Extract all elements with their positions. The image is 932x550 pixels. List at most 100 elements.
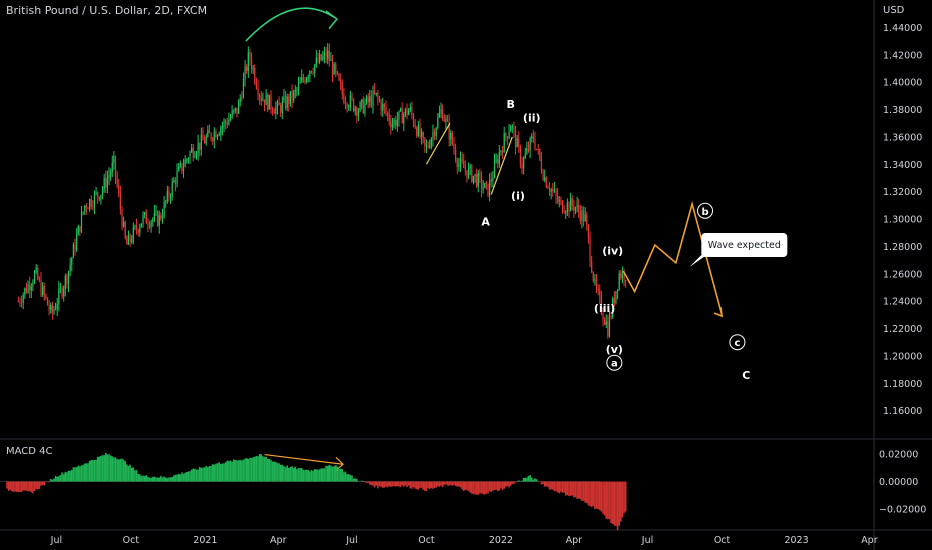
candle-body	[38, 279, 40, 281]
macd-bar	[419, 481, 421, 488]
macd-bar	[83, 463, 86, 482]
candle-body	[398, 110, 400, 120]
candle-body	[513, 126, 515, 130]
candle-body	[362, 99, 364, 114]
candle-body	[328, 50, 330, 61]
candle-body	[63, 288, 65, 296]
macd-bar	[441, 481, 444, 488]
macd-bar	[80, 465, 83, 482]
macd-bar	[202, 467, 204, 482]
candle-body	[422, 132, 424, 138]
macd-bar	[381, 481, 384, 488]
macd-bar	[312, 470, 314, 482]
candle-body	[283, 96, 285, 102]
candle-body	[77, 225, 79, 236]
candle-body	[516, 138, 518, 148]
macd-bar	[543, 481, 546, 487]
candle-body	[268, 94, 270, 110]
candle-body	[43, 285, 45, 295]
candle-body	[260, 97, 262, 101]
macd-bar	[315, 469, 318, 482]
candle-body	[557, 195, 559, 202]
macd-bar	[197, 469, 199, 482]
macd-bar	[394, 481, 397, 487]
macd-bar	[192, 468, 195, 482]
candle-body	[338, 73, 340, 81]
candle-body	[114, 156, 117, 177]
price-tick-label: 1.32000	[883, 187, 922, 198]
candle-body	[401, 108, 403, 124]
macd-bar	[553, 481, 556, 492]
macd-bar	[432, 481, 434, 489]
macd-bar	[480, 481, 483, 494]
candle-body	[625, 280, 627, 282]
macd-bar	[475, 481, 478, 495]
macd-bar	[440, 481, 442, 486]
candle-body	[118, 185, 120, 193]
price-tick-label: 1.30000	[883, 215, 922, 226]
macd-bar	[566, 481, 569, 496]
candle-body	[184, 159, 186, 167]
macd-bar	[532, 479, 535, 482]
candle-body	[246, 66, 248, 71]
macd-bar	[586, 481, 588, 504]
candle-body	[19, 301, 21, 303]
macd-bar	[270, 459, 272, 482]
candle-body	[476, 174, 478, 187]
macd-bar	[271, 461, 274, 482]
macd-bar	[427, 481, 429, 489]
macd-bar	[524, 477, 527, 482]
macd-bar	[623, 481, 625, 514]
price-tick-label: 1.28000	[883, 242, 922, 253]
candle-body	[511, 126, 513, 128]
candle-body	[315, 57, 317, 65]
macd-bar	[22, 481, 24, 491]
macd-bar	[398, 481, 400, 487]
candle-body	[558, 200, 560, 202]
candle-body	[111, 162, 113, 173]
candle-body	[121, 208, 123, 227]
macd-bar	[6, 481, 8, 489]
macd-bar	[613, 481, 616, 526]
macd-bar	[229, 460, 232, 482]
candle-body	[399, 108, 402, 111]
macd-bar	[253, 456, 256, 482]
candle-body	[84, 205, 86, 212]
macd-bar	[547, 481, 549, 488]
candle-body	[67, 271, 70, 284]
macd-bar	[90, 460, 93, 482]
candle-body	[231, 110, 233, 118]
candle-body	[453, 144, 455, 150]
candle-body	[45, 294, 47, 298]
candle-body	[417, 124, 419, 136]
candle-body	[17, 301, 19, 303]
candle-body	[218, 134, 220, 136]
candle-body	[178, 166, 180, 172]
macd-bar	[380, 481, 382, 487]
candle-body	[383, 104, 385, 108]
callout-box	[701, 233, 788, 258]
macd-bar	[116, 458, 118, 482]
macd-bar	[364, 481, 366, 483]
candle-body	[129, 234, 131, 242]
macd-bar	[445, 481, 447, 485]
macd-bar	[529, 475, 531, 482]
candle-body	[344, 103, 347, 105]
macd-bar	[148, 477, 151, 482]
candle-body	[216, 135, 219, 138]
macd-bar	[391, 481, 394, 487]
macd-bar	[339, 468, 342, 482]
macd-bar	[9, 481, 12, 491]
macd-bar	[216, 463, 219, 482]
macd-bar	[194, 468, 196, 482]
candle-body	[140, 223, 143, 228]
candle-body	[576, 204, 578, 208]
macd-bar	[490, 481, 493, 492]
macd-bar	[492, 481, 494, 491]
macd-bar	[564, 481, 567, 496]
candle-body	[599, 290, 601, 296]
macd-bar	[48, 481, 50, 483]
candle-body	[98, 196, 100, 200]
macd-bar	[399, 481, 402, 488]
